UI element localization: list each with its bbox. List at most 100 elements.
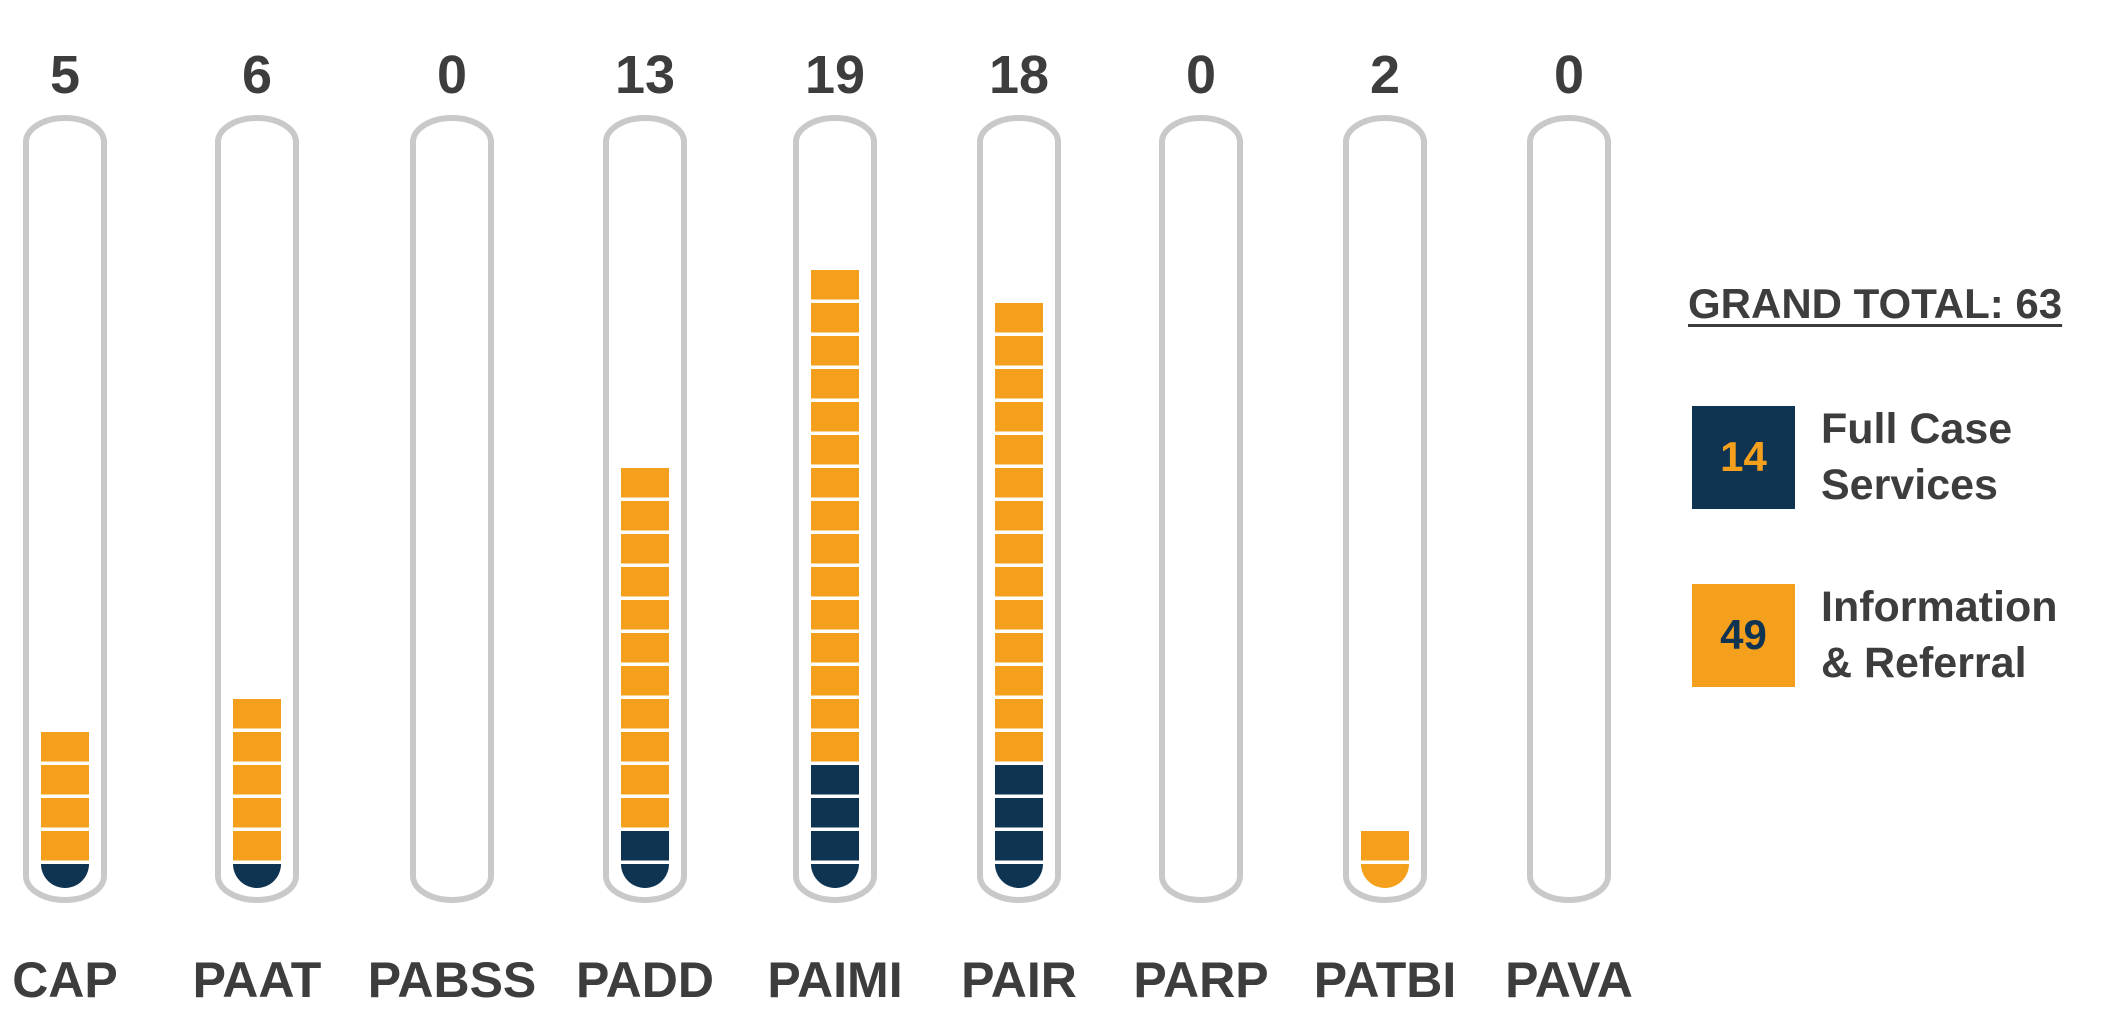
- tube-fill-unit: [995, 303, 1043, 333]
- tube-outline: [1159, 115, 1243, 903]
- legend-label-full-case: Full Case Services: [1821, 401, 2111, 513]
- tube-fill-unit: [41, 765, 89, 795]
- tube-fill-unit: [233, 831, 281, 861]
- tube-fill-unit: [811, 468, 859, 498]
- tube-padd: 13 PADD: [576, 45, 714, 1008]
- tube-fill-unit: [995, 369, 1043, 399]
- count-label-pava: 0: [1554, 45, 1584, 105]
- tube-fill-unit: [233, 732, 281, 762]
- tube-fill-unit: [1361, 864, 1409, 888]
- tube-pair: 18 PAIR: [961, 45, 1077, 1008]
- tube-fill-unit: [41, 831, 89, 861]
- tube-fill-unit: [1361, 831, 1409, 861]
- count-label-pabss: 0: [437, 45, 467, 105]
- legend-label-information-line2: & Referral: [1821, 639, 2027, 687]
- count-label-cap: 5: [50, 45, 80, 105]
- tube-cap: 5 CAP: [12, 45, 118, 1008]
- tube-fill-unit: [41, 864, 89, 888]
- tube-fill-unit: [995, 798, 1043, 828]
- tube-fill-unit: [995, 501, 1043, 531]
- tube-fill-unit: [811, 501, 859, 531]
- tube-fill-unit: [621, 468, 669, 498]
- tube-fill-unit: [621, 600, 669, 630]
- tube-fill-unit: [995, 600, 1043, 630]
- tube-fill-unit: [995, 468, 1043, 498]
- tube-fill-unit: [621, 501, 669, 531]
- tube-fill-unit: [621, 567, 669, 597]
- legend-swatch-information: 49: [1692, 583, 1795, 687]
- tube-pabss: 0 PABSS: [368, 45, 537, 1008]
- tube-fill-unit: [811, 336, 859, 366]
- tube-fill-unit: [621, 765, 669, 795]
- tube-fill-unit: [811, 435, 859, 465]
- tube-fill-unit: [811, 864, 859, 888]
- tube-fill-unit: [811, 699, 859, 729]
- tube-fill-unit: [811, 567, 859, 597]
- tube-fill-unit: [621, 666, 669, 696]
- tube-fill-unit: [233, 699, 281, 729]
- tube-parp: 0 PARP: [1133, 45, 1268, 1008]
- tube-fill-unit: [811, 798, 859, 828]
- program-label-patbi: PATBI: [1314, 952, 1457, 1008]
- tube-fill-unit: [995, 336, 1043, 366]
- legend-label-information: Information & Referral: [1821, 579, 2111, 691]
- tube-fill-unit: [621, 831, 669, 861]
- legend-item-information-referral: 49 Information & Referral: [1692, 579, 2111, 691]
- grand-total: GRAND TOTAL: 63: [1688, 280, 2063, 327]
- count-label-padd: 13: [615, 45, 675, 105]
- legend: GRAND TOTAL: 63 14 Full Case Services 49…: [1688, 280, 2108, 687]
- tube-patbi: 2 PATBI: [1314, 45, 1457, 1008]
- program-label-padd: PADD: [576, 952, 714, 1008]
- tube-fill-unit: [811, 600, 859, 630]
- tube-fill-unit: [41, 798, 89, 828]
- legend-label-full-case-line2: Services: [1821, 461, 1998, 509]
- tube-fill-unit: [811, 270, 859, 300]
- program-label-pabss: PABSS: [368, 952, 537, 1008]
- tube-fill-unit: [41, 732, 89, 762]
- tube-fill-unit: [621, 732, 669, 762]
- tube-fill-unit: [811, 369, 859, 399]
- tube-fill-unit: [811, 303, 859, 333]
- tube-fill-unit: [811, 831, 859, 861]
- tube-fill-unit: [995, 633, 1043, 663]
- count-label-paat: 6: [242, 45, 272, 105]
- tube-fill-unit: [811, 765, 859, 795]
- tube-fill-unit: [233, 864, 281, 888]
- program-label-pair: PAIR: [961, 952, 1077, 1008]
- tube-fill-unit: [811, 402, 859, 432]
- tube-outline: [1527, 115, 1611, 903]
- program-label-paimi: PAIMI: [767, 952, 902, 1008]
- tube-fill-unit: [621, 633, 669, 663]
- program-label-pava: PAVA: [1505, 952, 1633, 1008]
- tube-outline: [410, 115, 494, 903]
- legend-item-full-case-services: 14 Full Case Services: [1692, 401, 2111, 513]
- tube-fill-unit: [621, 699, 669, 729]
- tube-fill-unit: [995, 666, 1043, 696]
- tube-fill-unit: [621, 798, 669, 828]
- tube-fill-unit: [995, 864, 1043, 888]
- tube-fill-unit: [995, 402, 1043, 432]
- tube-paimi: 19 PAIMI: [767, 45, 902, 1008]
- tube-fill-unit: [811, 732, 859, 762]
- tube-fill-unit: [811, 633, 859, 663]
- program-label-paat: PAAT: [193, 952, 322, 1008]
- tube-fill-unit: [995, 435, 1043, 465]
- tube-fill-unit: [233, 798, 281, 828]
- tube-fill-unit: [995, 732, 1043, 762]
- count-label-paimi: 19: [805, 45, 865, 105]
- count-label-parp: 0: [1186, 45, 1216, 105]
- count-label-pair: 18: [989, 45, 1049, 105]
- program-label-parp: PARP: [1133, 952, 1268, 1008]
- tube-fill-unit: [233, 765, 281, 795]
- legend-label-information-line1: Information: [1821, 583, 2058, 631]
- tube-fill-unit: [995, 534, 1043, 564]
- tube-outline: [1343, 115, 1427, 903]
- tube-fill-unit: [621, 534, 669, 564]
- tube-fill-unit: [995, 567, 1043, 597]
- legend-label-full-case-line1: Full Case: [1821, 405, 2013, 453]
- tube-fill-unit: [621, 864, 669, 888]
- legend-swatch-full-case: 14: [1692, 405, 1795, 509]
- program-label-cap: CAP: [12, 952, 118, 1008]
- tube-fill-unit: [995, 765, 1043, 795]
